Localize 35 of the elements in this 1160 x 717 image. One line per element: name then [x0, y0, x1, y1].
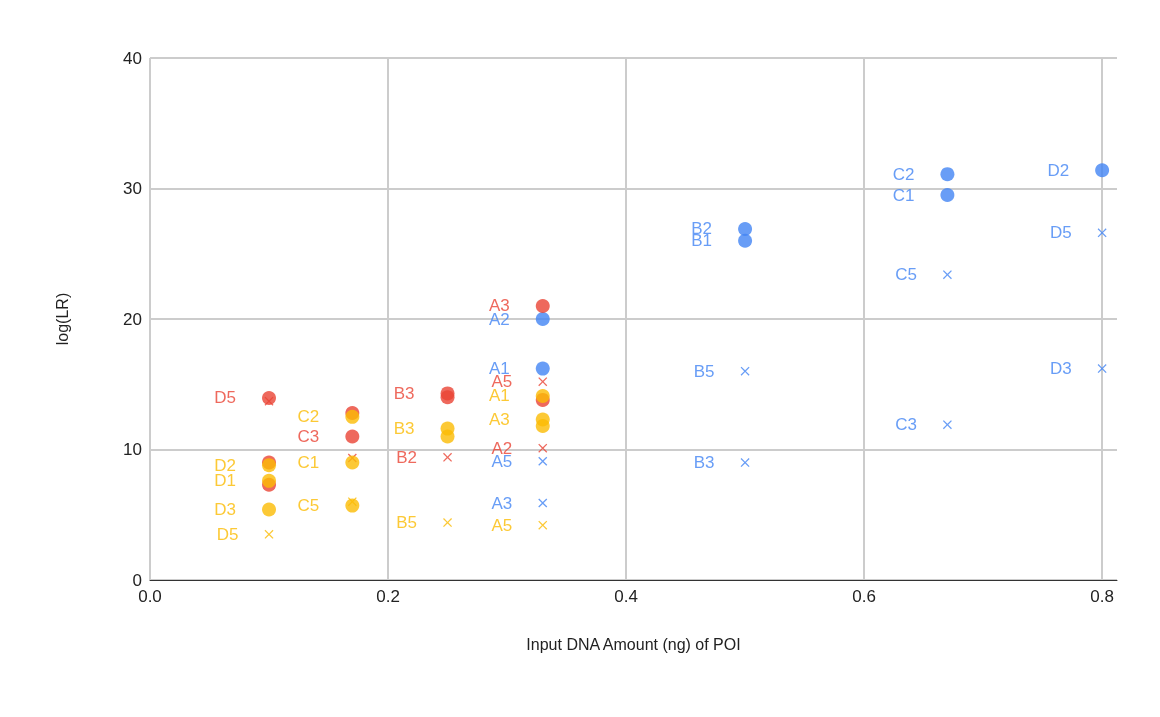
y-axis-title: log(LR) — [53, 292, 71, 346]
y-tick-label: 30 — [123, 179, 142, 198]
x-tick-label: 0.0 — [138, 587, 162, 606]
annotation: C5 — [297, 496, 320, 516]
annotation: A5 — [491, 515, 513, 535]
annotation: D3 — [214, 500, 237, 520]
annotation: B5 — [396, 513, 418, 533]
y-tick-label: 0 — [132, 570, 142, 590]
y-tick-label: 20 — [123, 309, 142, 329]
x-axis-title: Input DNA Amount (ng) of POI — [526, 635, 741, 653]
annotation: A3 — [488, 409, 510, 429]
x-tick-label: 0.6 — [852, 587, 876, 606]
x-tick-label: 0.4 — [614, 587, 638, 606]
annotation: C3 — [895, 415, 917, 435]
annotation: D5 — [1049, 223, 1072, 243]
y-tick-label: 40 — [123, 48, 142, 68]
annotation: C1 — [892, 185, 915, 205]
annotation: D5 — [214, 388, 237, 408]
x-tick-label: 0.2 — [376, 587, 400, 606]
annotation: D2 — [1047, 160, 1070, 180]
annotation: D5 — [216, 524, 239, 544]
annotation: B3 — [393, 419, 415, 439]
annotation: C1 — [297, 453, 320, 473]
annotation: B2 — [396, 447, 418, 467]
annotation: C5 — [895, 265, 917, 285]
annotation: B5 — [693, 361, 715, 381]
annotation: D3 — [1049, 359, 1072, 379]
y-tick-label: 10 — [123, 440, 142, 459]
annotation: B3 — [693, 453, 715, 473]
annotation: C2 — [297, 407, 320, 427]
annotation: A3 — [491, 493, 513, 513]
annotation: B3 — [393, 383, 415, 403]
x-tick-label: 0.8 — [1090, 587, 1114, 606]
annotation: C3 — [297, 426, 320, 446]
annotation: C2 — [892, 164, 915, 184]
